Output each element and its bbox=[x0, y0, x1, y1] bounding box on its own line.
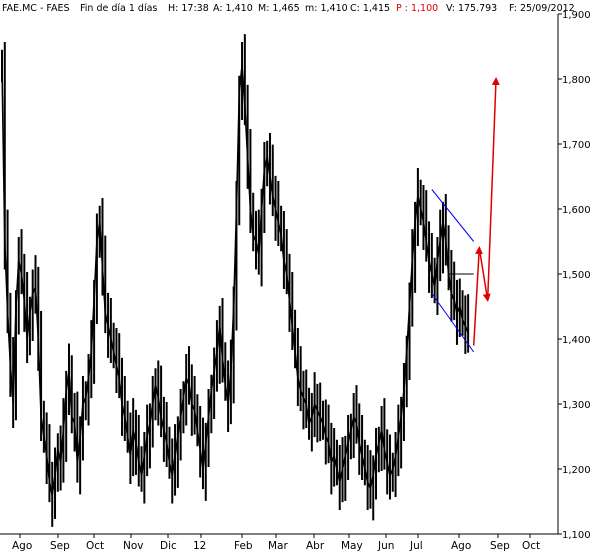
y-tick-label: 1,800 bbox=[562, 75, 591, 86]
header-close: C: 1,415 bbox=[350, 3, 390, 14]
channel-lower-line bbox=[431, 293, 475, 353]
chart-header: FAE.MC - FAES Fin de día 1 días H: 17:38… bbox=[2, 3, 575, 14]
y-tick-label: 1,600 bbox=[562, 205, 591, 216]
x-tick-label: Abr bbox=[306, 540, 325, 552]
x-tick-label: May bbox=[341, 540, 363, 552]
y-tick-label: 1,100 bbox=[562, 530, 591, 541]
x-tick-label: Jul bbox=[409, 540, 423, 552]
annotations bbox=[431, 77, 500, 353]
projection-arrow bbox=[472, 246, 483, 346]
x-tick-label: Ago bbox=[12, 540, 32, 552]
x-tick-label: Mar bbox=[268, 540, 288, 552]
x-axis-ticks: Ago Sep Oct Nov Dic 12 Feb Mar Abr May Jun Jul Ago Se… bbox=[12, 534, 540, 552]
y-tick-label: 1,400 bbox=[562, 335, 591, 346]
header-min: m: 1,410 bbox=[305, 3, 348, 14]
x-tick-label: Sep bbox=[50, 540, 70, 552]
x-tick-label: Feb bbox=[234, 540, 253, 552]
y-tick-label: 1,900 bbox=[562, 10, 591, 21]
header-date: F: 25/09/2012 bbox=[509, 3, 575, 14]
projection-arrow bbox=[486, 77, 500, 301]
header-volume: V: 175.793 bbox=[446, 3, 497, 14]
header-open: A: 1,410 bbox=[213, 3, 253, 14]
header-symbol: FAE.MC - FAES bbox=[2, 3, 70, 14]
projection-arrow bbox=[478, 247, 491, 302]
header-change: P : 1,100 bbox=[396, 3, 438, 14]
x-tick-label: Jun bbox=[377, 540, 394, 552]
x-tick-label: Ago bbox=[451, 540, 471, 552]
x-tick-label: Sep bbox=[490, 540, 510, 552]
y-axis-ticks: 1,100 1,200 1,300 1,400 1,500 1,600 1,700 1,800… bbox=[558, 10, 591, 541]
header-max: M: 1,465 bbox=[258, 3, 300, 14]
channel-upper-line bbox=[431, 189, 475, 242]
y-tick-label: 1,200 bbox=[562, 465, 591, 476]
x-tick-label: Oct bbox=[522, 540, 540, 552]
y-tick-label: 1,700 bbox=[562, 140, 591, 151]
y-tick-label: 1,300 bbox=[562, 400, 591, 411]
y-tick-label: 1,500 bbox=[562, 270, 591, 281]
x-tick-label: Oct bbox=[86, 540, 104, 552]
header-high: H: 17:38 bbox=[168, 3, 209, 14]
x-tick-label: Nov bbox=[123, 540, 144, 552]
header-period: Fin de día 1 días bbox=[80, 3, 157, 14]
x-tick-label: Dic bbox=[160, 540, 177, 552]
x-tick-label: 12 bbox=[193, 540, 206, 552]
price-series bbox=[1, 34, 470, 527]
